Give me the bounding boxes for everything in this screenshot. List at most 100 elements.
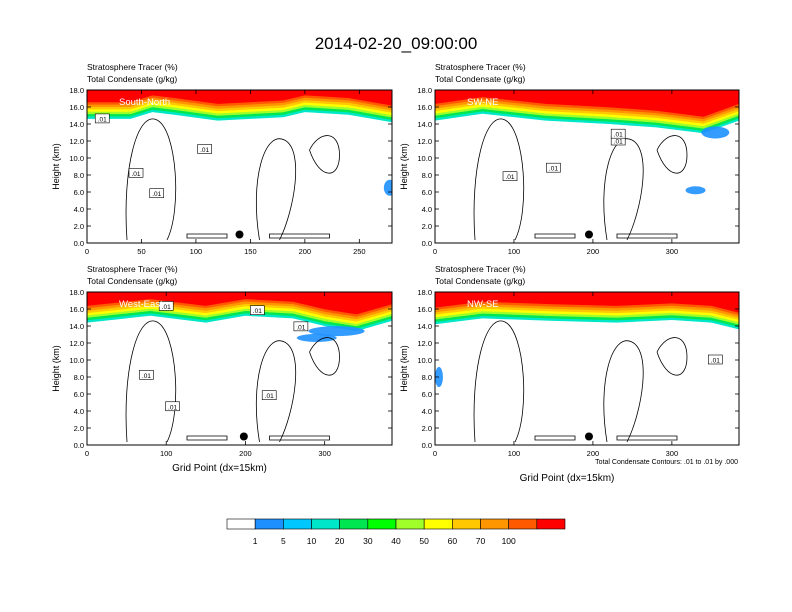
x-tick-label: 100 (508, 247, 521, 256)
location-marker (584, 432, 593, 441)
condensate-contour (473, 320, 525, 443)
contour-label-box (165, 401, 180, 412)
colorbar-swatch (226, 518, 256, 530)
contour-label: .01 (253, 308, 262, 315)
colorbar-label: 5 (281, 536, 286, 546)
contour-label: .01 (614, 139, 623, 146)
contour-label-box (261, 390, 277, 401)
plot-area: .01.01.01.01 (435, 90, 739, 243)
tracer-blob (701, 126, 730, 139)
y-tick-label: 4.0 (74, 407, 84, 416)
panel-label: West-East (119, 299, 163, 310)
condensate-contour (186, 233, 228, 239)
plot-frame (434, 291, 740, 446)
contour-label-box (610, 128, 626, 139)
contour-variable-label: Total Condensate (g/kg) (87, 74, 177, 84)
y-tick-label: 12.0 (69, 339, 84, 348)
contour-label: .01 (131, 171, 140, 178)
y-tick-label: 14.0 (417, 120, 432, 129)
plot-area: .01 (435, 292, 739, 445)
contour-label-box (546, 162, 561, 173)
x-tick-label: 100 (160, 449, 173, 458)
panel-1: .01 .01 .01 .01 South-North 0.0 2.0 4.0 6.0 8.0 10… (51, 62, 393, 256)
condensate-contour (186, 435, 228, 441)
plot-frame (86, 89, 393, 244)
y-tick-label: 14.0 (417, 322, 432, 331)
condensate-contour (656, 135, 688, 174)
contour-label: .01 (152, 191, 161, 198)
y-tick-label: 8.0 (74, 373, 84, 382)
contour-label-box (94, 113, 110, 124)
y-tick-label: 18.0 (69, 288, 84, 297)
y-tick-label: 16.0 (69, 103, 84, 112)
contour-label-box (502, 171, 518, 181)
y-axis-label: Height (km) (399, 345, 409, 392)
y-tick-label: 0.0 (74, 441, 84, 450)
tracer-blob (308, 326, 365, 337)
y-tick-label: 10.0 (69, 356, 84, 365)
colorbar-label: 10 (307, 536, 317, 546)
condensate-contour (309, 337, 340, 376)
tracer-blob (296, 333, 337, 342)
contour-label: .01 (200, 147, 209, 154)
contour-label-box (197, 144, 212, 154)
x-tick-label: 100 (508, 449, 521, 458)
tracer-blob (685, 186, 706, 195)
y-tick-label: 6.0 (74, 188, 84, 197)
colorbar: 1 5 10 20 30 40 50 60 70 100 (226, 518, 566, 546)
y-tick-label: 6.0 (422, 188, 432, 197)
location-marker (239, 432, 248, 441)
contour-label: .01 (168, 404, 177, 411)
y-tick-label: 0.0 (422, 239, 432, 248)
x-tick-label: 250 (353, 247, 366, 256)
y-tick-label: 16.0 (69, 305, 84, 314)
location-marker (235, 230, 244, 239)
contour-note: Total Condensate Contours: .01 to .01 by… (595, 459, 738, 466)
x-tick-label: 0 (433, 247, 437, 256)
colorbar-swatch (452, 518, 481, 530)
contour-variable-label: Total Condensate (g/kg) (87, 276, 177, 286)
y-tick-label: 0.0 (422, 441, 432, 450)
condensate-contour (269, 435, 330, 441)
y-tick-label: 4.0 (74, 205, 84, 214)
condensate-contour (534, 233, 576, 239)
condensate-contour (255, 138, 297, 241)
colorbar-label: 40 (391, 536, 401, 546)
contour-label: .01 (296, 324, 305, 331)
tracer-blob (383, 179, 392, 196)
panel-3: .01.01.01.01.01.01West-East0.02.04.06.08… (51, 264, 393, 474)
contour-label: .01 (711, 358, 720, 365)
plot-area: .01 .01 .01 .01 .01 .01 (87, 292, 392, 445)
contour-label: .01 (98, 116, 107, 123)
x-tick-label: 0 (433, 449, 437, 458)
location-marker (584, 230, 593, 239)
y-tick-label: 8.0 (422, 171, 432, 180)
colorbar-swatch (339, 518, 369, 530)
colorbar-label: 50 (419, 536, 429, 546)
fill-variable-label: Stratosphere Tracer (%) (87, 62, 178, 72)
y-tick-label: 6.0 (422, 390, 432, 399)
y-tick-label: 16.0 (417, 103, 432, 112)
y-axis-label: Height (km) (399, 143, 409, 190)
plot-frame (434, 89, 740, 244)
colorbar-label: 60 (448, 536, 458, 546)
y-axis-label: Height (km) (51, 143, 61, 190)
y-tick-label: 8.0 (422, 373, 432, 382)
y-tick-label: 12.0 (417, 137, 432, 146)
colorbar-swatch (423, 518, 453, 530)
fill-variable-label: Stratosphere Tracer (%) (435, 264, 526, 274)
colorbar-swatch (508, 518, 538, 530)
colorbar-label: 70 (476, 536, 486, 546)
y-tick-label: 18.0 (69, 86, 84, 95)
y-tick-label: 10.0 (417, 356, 432, 365)
contour-label-box (149, 188, 165, 198)
condensate-contour (255, 340, 297, 443)
panel-4: .01 NW-SE 0.0 2.0 4.0 6.0 8.0 10.0 12.0 14.0 16.0 1… (399, 264, 740, 484)
contour-label: .01 (549, 166, 558, 173)
contour-label-box (293, 321, 309, 332)
colorbar-swatch (395, 518, 425, 530)
y-tick-label: 12.0 (417, 339, 432, 348)
y-tick-label: 4.0 (422, 205, 432, 214)
condensate-contour (603, 340, 644, 443)
colorbar-label: 100 (502, 536, 516, 546)
